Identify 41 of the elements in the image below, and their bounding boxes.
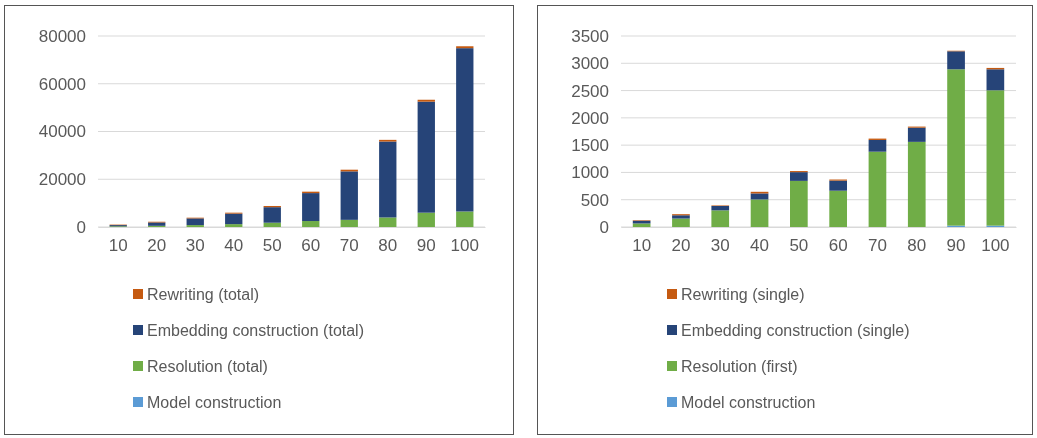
y-tick-label: 80000 (38, 26, 86, 46)
x-tick-label: 90 (946, 236, 966, 256)
legend-label: Resolution (total) (147, 358, 268, 375)
x-tick-label: 50 (262, 236, 282, 256)
y-tick-label: 500 (580, 190, 609, 210)
x-tick-label: 90 (416, 236, 436, 256)
y-tick-label: 3500 (571, 26, 609, 46)
x-tick-label: 100 (450, 236, 479, 256)
y-tick-label: 60000 (38, 74, 86, 94)
x-tick-label: 60 (828, 236, 848, 256)
x-tick-label: 80 (378, 236, 398, 256)
x-tick-label: 30 (710, 236, 730, 256)
legend-label: Embedding construction (single) (681, 322, 910, 339)
legend-label: Model construction (681, 394, 816, 411)
y-tick-label: 0 (599, 217, 609, 237)
legend-label: Resolution (first) (681, 358, 798, 375)
y-tick-label: 40000 (38, 122, 86, 142)
legend-label: Rewriting (single) (681, 286, 805, 303)
y-tick-label: 2000 (571, 108, 609, 128)
legend-label: Embedding construction (total) (147, 322, 364, 339)
x-tick-label: 20 (671, 236, 691, 256)
x-tick-label: 80 (907, 236, 927, 256)
legend-label: Model construction (147, 394, 282, 411)
x-tick-label: 70 (339, 236, 359, 256)
x-tick-label: 60 (301, 236, 321, 256)
y-tick-label: 2500 (571, 81, 609, 101)
x-tick-label: 10 (108, 236, 128, 256)
y-tick-label: 20000 (38, 170, 86, 190)
x-tick-label: 50 (789, 236, 809, 256)
x-tick-label: 30 (185, 236, 205, 256)
y-tick-label: 0 (76, 217, 86, 237)
x-tick-label: 100 (981, 236, 1010, 256)
x-tick-label: 70 (867, 236, 887, 256)
x-tick-label: 10 (632, 236, 652, 256)
y-tick-label: 1000 (571, 163, 609, 183)
x-tick-label: 20 (147, 236, 167, 256)
legend-label: Rewriting (total) (147, 286, 260, 303)
y-tick-label: 1500 (571, 136, 609, 156)
y-tick-label: 3000 (571, 54, 609, 74)
x-tick-label: 40 (750, 236, 770, 256)
x-tick-label: 40 (224, 236, 244, 256)
